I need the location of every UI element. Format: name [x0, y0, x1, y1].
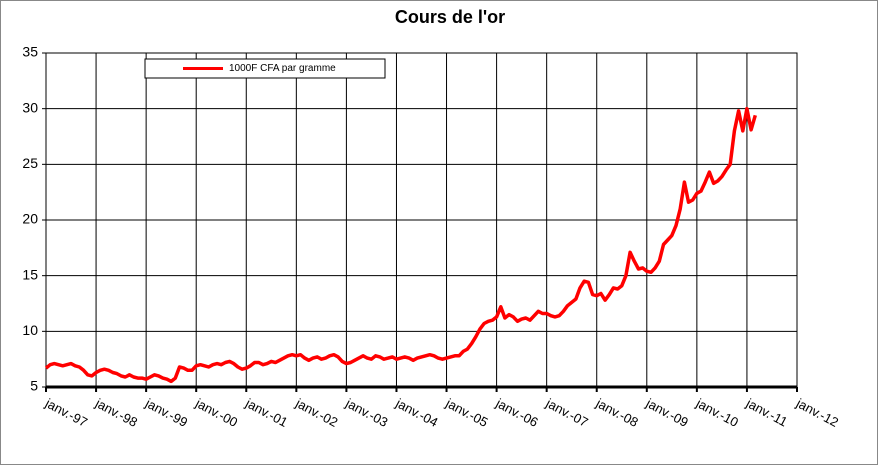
y-tick-label: 5	[30, 378, 38, 394]
chart-title: Cours de l'or	[395, 7, 505, 27]
y-tick-label: 30	[22, 99, 38, 115]
y-tick-label: 35	[22, 44, 38, 60]
data-line	[44, 106, 757, 384]
legend-label: 1000F CFA par gramme	[229, 63, 336, 74]
legend-box	[144, 58, 386, 79]
y-tick-label: 15	[22, 266, 38, 282]
y-tick-label: 25	[22, 155, 38, 171]
y-tick-label: 10	[22, 322, 38, 338]
y-tick-label: 20	[22, 211, 38, 227]
